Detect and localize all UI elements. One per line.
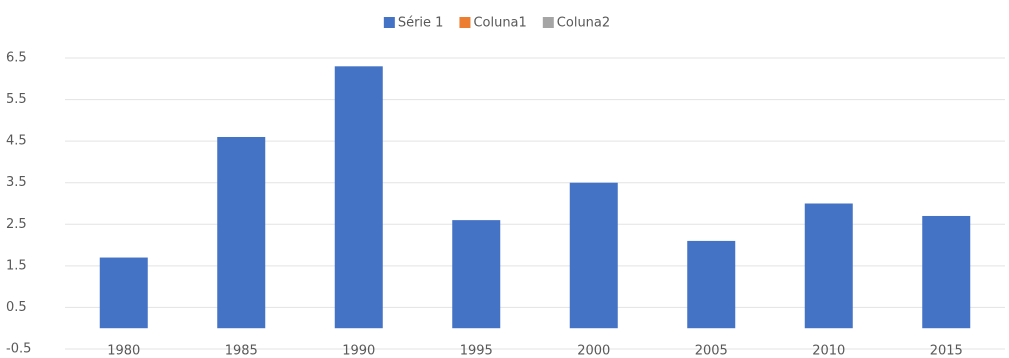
y-tick-label: 1.5 <box>6 258 27 273</box>
y-tick-label: 4.5 <box>6 134 27 149</box>
legend-swatch <box>459 17 471 28</box>
x-tick-label: 2010 <box>812 344 845 358</box>
x-tick-label: 2015 <box>930 344 963 358</box>
y-tick-label: -0.5 <box>6 342 31 357</box>
bar <box>217 136 266 329</box>
bar <box>922 215 971 329</box>
legend-swatch <box>542 17 554 28</box>
legend-swatch <box>383 17 395 28</box>
y-tick-label: 5.5 <box>6 92 27 107</box>
bar <box>99 257 148 329</box>
y-tick-label: 2.5 <box>6 217 27 232</box>
bar <box>804 203 853 329</box>
x-tick-label: 1990 <box>342 344 375 358</box>
x-tick-label: 1980 <box>107 344 140 358</box>
bar <box>334 66 383 329</box>
y-tick-label: 6.5 <box>6 51 27 66</box>
x-tick-label: 1995 <box>460 344 493 358</box>
x-tick-label: 2000 <box>577 344 610 358</box>
legend-label: Coluna2 <box>557 16 610 31</box>
y-tick-label: 0.5 <box>6 300 27 315</box>
bar <box>452 220 501 329</box>
legend-label: Série 1 <box>398 16 444 31</box>
y-tick-label: 3.5 <box>6 175 27 190</box>
bar <box>687 240 736 329</box>
x-tick-label: 2005 <box>695 344 728 358</box>
bar <box>569 182 618 329</box>
x-tick-label: 1985 <box>225 344 258 358</box>
legend-label: Coluna1 <box>473 16 526 31</box>
